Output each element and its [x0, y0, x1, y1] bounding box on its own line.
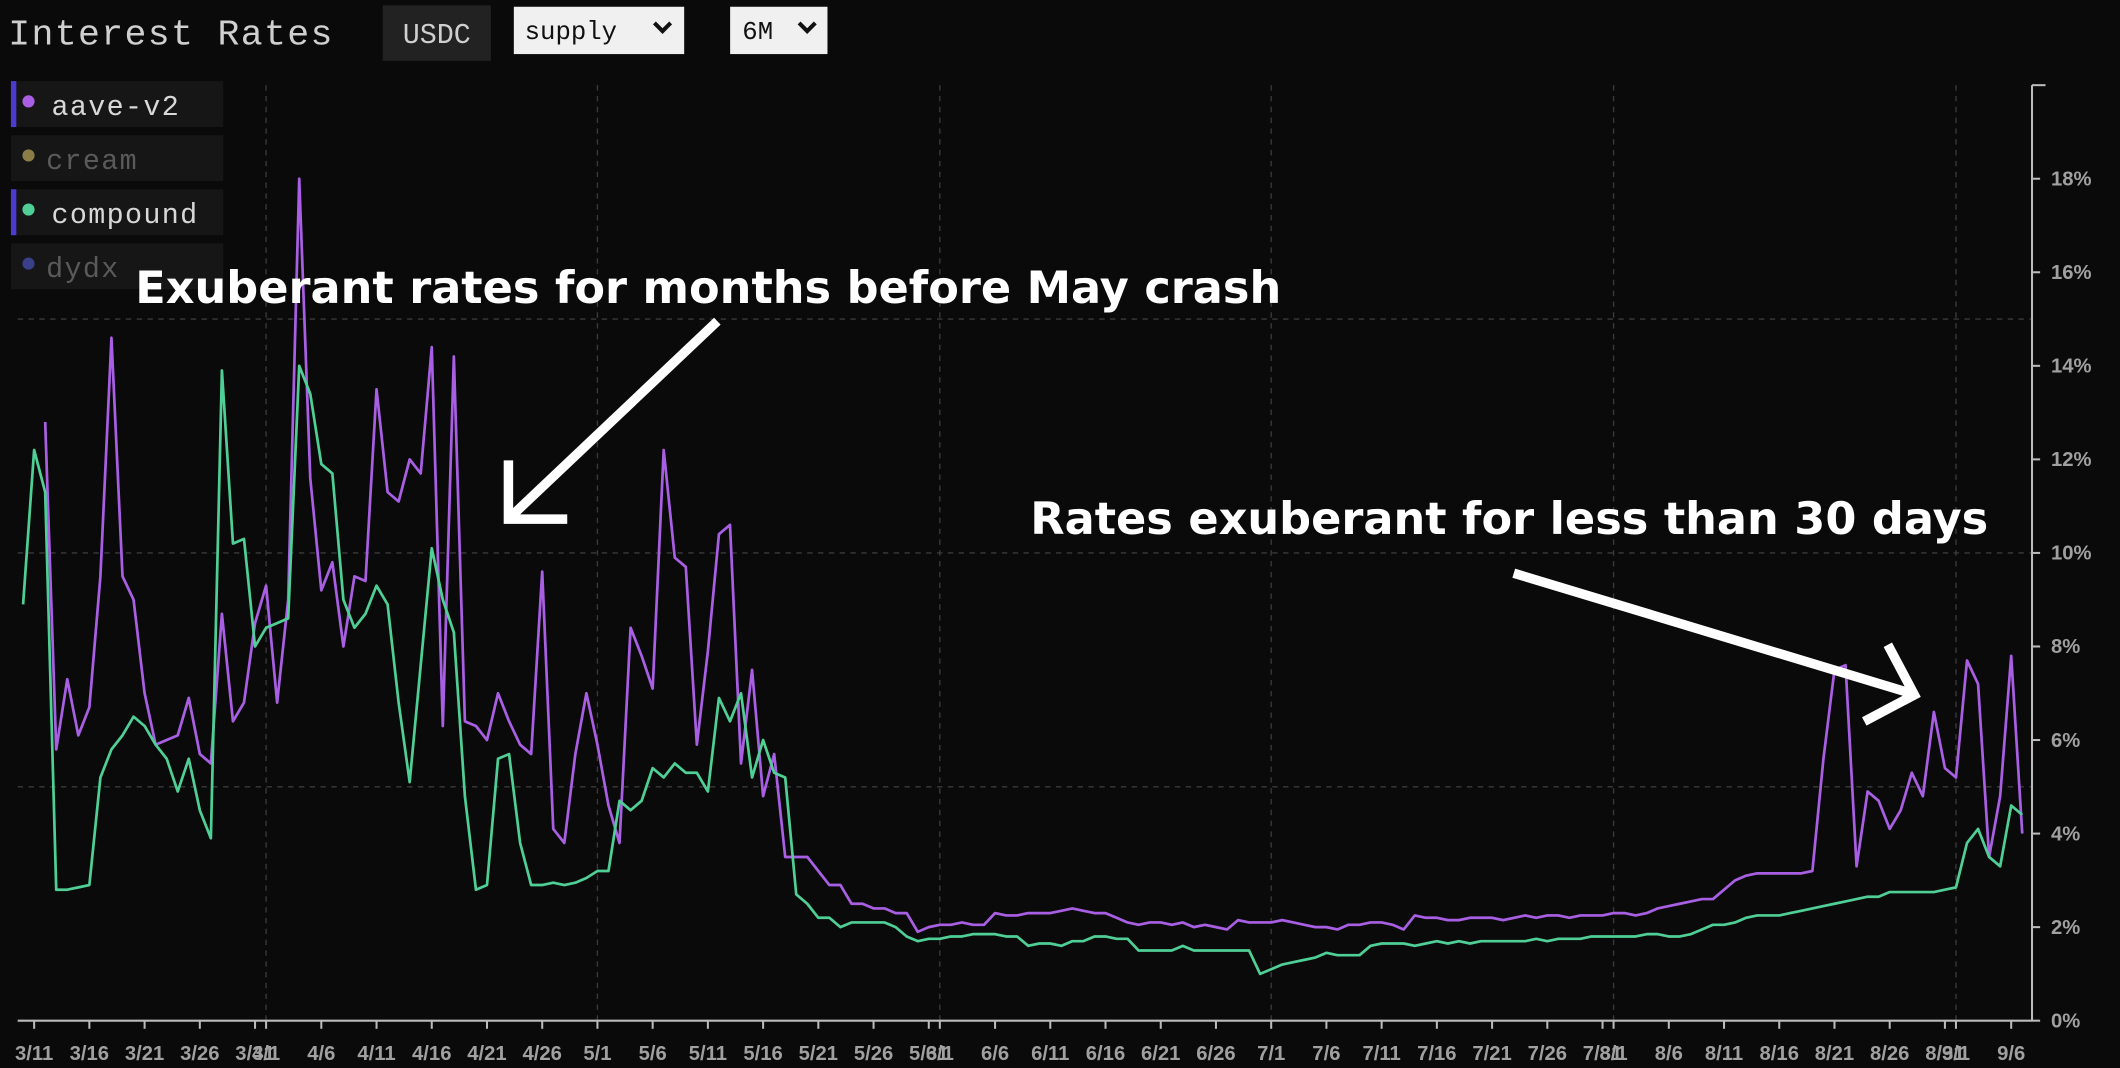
chevron [797, 21, 817, 34]
legend-box [10, 135, 224, 182]
x-tick-label: 6/11 [1031, 1043, 1069, 1065]
x-tick-label: 5/16 [743, 1043, 782, 1065]
grid [17, 85, 2033, 1021]
x-tick-label: 3/11 [15, 1043, 53, 1065]
lines [21, 177, 2024, 976]
x-tick-label: 4/16 [412, 1043, 451, 1065]
page-title: Interest Rates [8, 15, 334, 56]
y-tick-label: 4% [2051, 823, 2080, 845]
x-tick-label: 7/21 [1472, 1043, 1511, 1065]
series-line [21, 364, 2024, 976]
legend-active-bar [10, 189, 17, 236]
x-tick-label: 7/26 [1528, 1043, 1567, 1065]
x-tick-label: 8/16 [1760, 1043, 1799, 1065]
x-tick-label: 5/6 [639, 1043, 667, 1065]
legend-dot [22, 203, 35, 216]
x-tick-label: 4/11 [357, 1043, 395, 1065]
legend-dot [22, 257, 35, 270]
legend-item[interactable]: cream [10, 135, 224, 182]
legend-dot [22, 149, 35, 162]
legend-item[interactable]: dydx [10, 243, 224, 290]
y-tick-label: 16% [2051, 262, 2092, 284]
axes: 3/11 3/16 3/21 3/26 3/314/1 4/6 4/11 4/16 4/21 4/… [15, 84, 2092, 1065]
legend-box [10, 243, 224, 290]
x-tick-label: 6/6 [981, 1043, 1009, 1065]
arrow [503, 317, 721, 524]
legend-label: cream [46, 145, 138, 178]
annotation: Exuberant rates for months before May cr… [135, 262, 1281, 314]
x-tick-label: 6/1 [926, 1043, 954, 1065]
x-tick-label: 4/26 [522, 1043, 561, 1065]
y-tick-label: 10% [2051, 543, 2092, 565]
x-tick-label: 5/11 [689, 1043, 727, 1065]
range-label: 6M [742, 18, 773, 47]
x-tick-label: 8/21 [1815, 1043, 1854, 1065]
legend-dot [22, 95, 35, 108]
y-tick-label: 12% [2051, 449, 2092, 471]
x-tick-label: 7/31 [1583, 1043, 1622, 1065]
x-tick-label: 4/21 [467, 1043, 506, 1065]
x-tick-label: 3/16 [70, 1043, 109, 1065]
x-tick-label: 5/1 [583, 1043, 611, 1065]
legend-active-bar [10, 81, 17, 128]
y-tick-label: 6% [2051, 730, 2080, 752]
x-tick-label: 7/16 [1417, 1043, 1456, 1065]
side-select[interactable] [513, 6, 685, 55]
chevron [652, 21, 673, 34]
x-tick-label: 5/26 [854, 1043, 893, 1065]
legend-item[interactable]: aave-v2 [10, 81, 224, 128]
side-label: supply [525, 18, 617, 47]
legend-label: compound [51, 199, 198, 232]
x-tick-label: 3/26 [180, 1043, 219, 1065]
x-tick-label: 4/1 [252, 1043, 280, 1065]
x-tick-label: 9/6 [1997, 1043, 2025, 1065]
y-tick-label: 0% [2051, 1010, 2080, 1032]
x-tick-label: 8/1 [1599, 1043, 1627, 1065]
x-tick-label: 8/11 [1705, 1043, 1743, 1065]
x-tick-label: 9/1 [1942, 1043, 1970, 1065]
x-tick-label: 6/21 [1141, 1043, 1180, 1065]
legend-label: aave-v2 [51, 91, 180, 124]
x-tick-label: 7/11 [1362, 1043, 1400, 1065]
y-tick-label: 18% [2051, 168, 2092, 190]
x-tick-label: 5/31 [909, 1043, 948, 1065]
y-tick-label: 14% [2051, 356, 2092, 378]
legend-item[interactable]: compound [10, 189, 224, 236]
legend-box [10, 189, 224, 236]
asset-label[interactable]: USDC [403, 19, 471, 52]
x-tick-label: 6/16 [1086, 1043, 1125, 1065]
annotation: Rates exuberant for less than 30 days [1030, 493, 1988, 545]
x-tick-label: 6/26 [1196, 1043, 1235, 1065]
x-tick-label: 8/6 [1655, 1043, 1683, 1065]
x-tick-label: 8/31 [1925, 1043, 1964, 1065]
x-tick-label: 8/26 [1870, 1043, 1909, 1065]
legend-box [10, 81, 224, 128]
y-tick-label: 8% [2051, 636, 2080, 658]
arrow [1512, 568, 1921, 726]
y-tick-label: 2% [2051, 917, 2080, 939]
x-tick-label: 7/1 [1257, 1043, 1285, 1065]
x-tick-label: 3/21 [125, 1043, 164, 1065]
x-tick-label: 5/21 [799, 1043, 838, 1065]
legend-label: dydx [46, 253, 120, 286]
x-tick-label: 7/6 [1312, 1043, 1340, 1065]
series-line [43, 177, 2024, 934]
range-select[interactable] [730, 6, 828, 55]
legend: aave-v2 cream compound dydx [10, 81, 224, 290]
asset-box[interactable] [382, 5, 491, 61]
x-tick-label: 3/31 [235, 1043, 274, 1065]
x-tick-label: 4/6 [307, 1043, 335, 1065]
